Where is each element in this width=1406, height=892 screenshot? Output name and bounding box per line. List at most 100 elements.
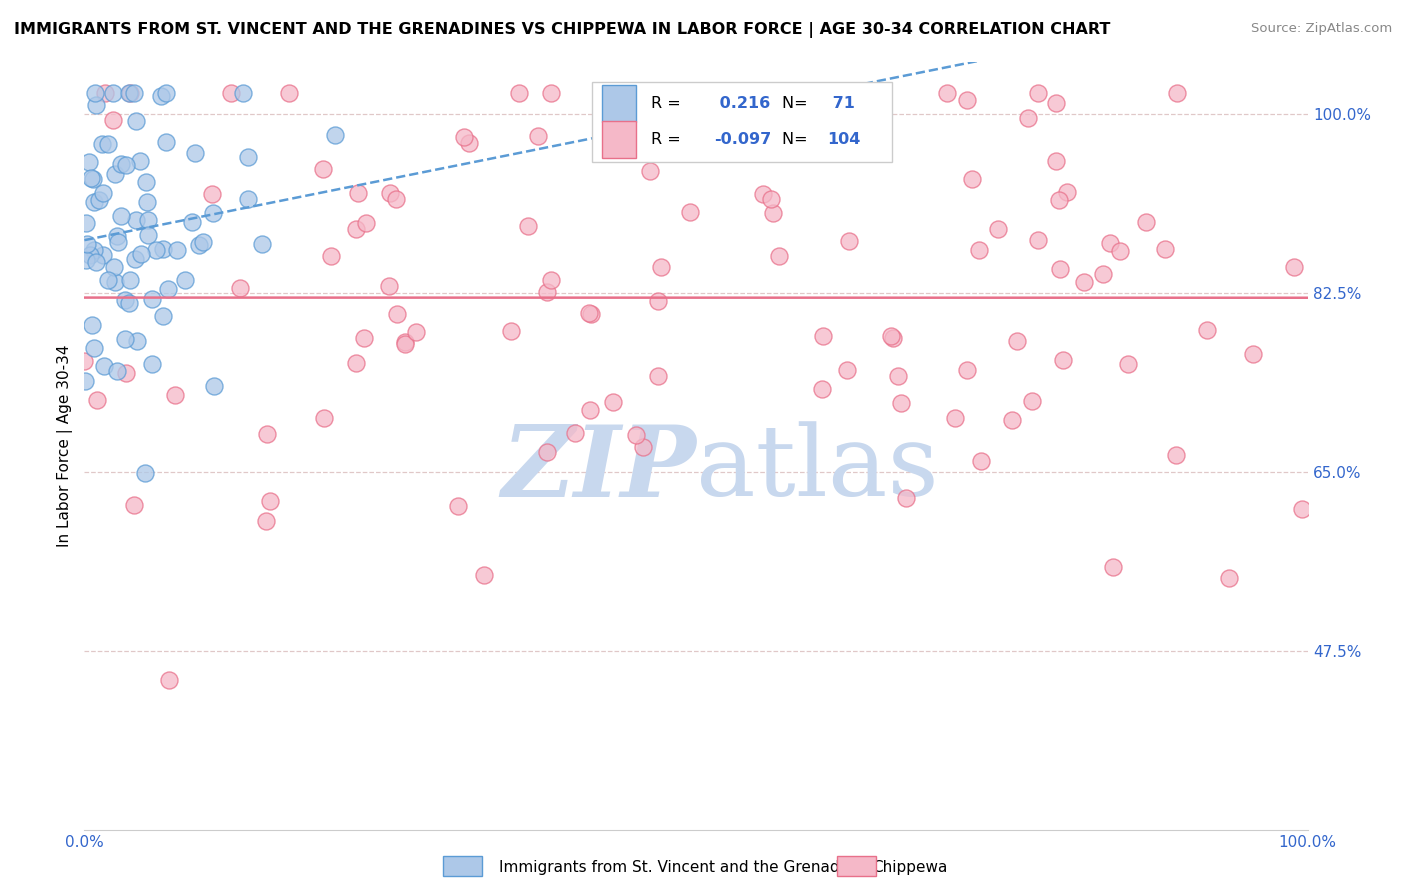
Point xyxy=(110,209,132,223)
Point xyxy=(882,331,904,345)
Point xyxy=(1017,111,1039,125)
Point xyxy=(278,86,301,100)
Point xyxy=(105,364,128,378)
Point xyxy=(1153,242,1175,256)
Point xyxy=(838,234,860,248)
Point xyxy=(82,318,104,333)
Point xyxy=(894,491,917,506)
Point xyxy=(936,86,959,100)
Point xyxy=(447,499,470,513)
Text: N=: N= xyxy=(782,95,813,111)
Point xyxy=(768,249,790,263)
Point xyxy=(1166,448,1188,462)
Point xyxy=(1243,347,1265,361)
Point xyxy=(79,248,101,262)
Text: N=: N= xyxy=(782,132,813,146)
Point xyxy=(970,454,993,468)
Point xyxy=(152,309,174,323)
Point xyxy=(394,334,416,349)
Point xyxy=(647,369,669,384)
Point xyxy=(474,568,496,582)
Point xyxy=(385,192,408,206)
Point xyxy=(508,86,530,100)
Point xyxy=(232,86,254,100)
Text: Chippewa: Chippewa xyxy=(872,860,948,874)
Point xyxy=(960,172,983,186)
Point xyxy=(1045,95,1067,110)
Point xyxy=(880,328,903,343)
Point xyxy=(353,331,375,345)
Point xyxy=(956,363,979,377)
Point xyxy=(312,161,335,176)
Point xyxy=(97,273,120,287)
Point xyxy=(540,86,562,100)
Point xyxy=(107,228,129,243)
Point xyxy=(356,216,378,230)
Point xyxy=(82,172,104,186)
Point xyxy=(103,112,125,127)
Point xyxy=(394,336,416,351)
Point xyxy=(323,128,346,142)
Point xyxy=(1109,244,1132,258)
Point xyxy=(578,306,600,320)
Point xyxy=(118,86,141,100)
Point xyxy=(129,246,152,260)
Point xyxy=(83,86,105,100)
Point xyxy=(149,89,172,103)
Point xyxy=(75,252,97,267)
Bar xyxy=(602,120,636,158)
Point xyxy=(90,136,112,151)
Point xyxy=(405,325,427,339)
Point xyxy=(837,363,859,377)
Point xyxy=(945,410,967,425)
Point xyxy=(155,135,177,149)
Point xyxy=(347,186,370,200)
Point xyxy=(166,243,188,257)
Bar xyxy=(602,85,636,121)
Point xyxy=(93,359,115,373)
Point xyxy=(83,244,105,258)
Point xyxy=(124,252,146,266)
Point xyxy=(174,272,197,286)
Point xyxy=(385,307,408,321)
Text: IMMIGRANTS FROM ST. VINCENT AND THE GRENADINES VS CHIPPEWA IN LABOR FORCE | AGE : IMMIGRANTS FROM ST. VINCENT AND THE GREN… xyxy=(14,22,1111,38)
Point xyxy=(136,194,159,209)
Point xyxy=(1052,353,1074,368)
Point xyxy=(1218,571,1240,585)
Point xyxy=(114,332,136,346)
Point xyxy=(229,281,252,295)
Point xyxy=(165,387,187,401)
Point xyxy=(122,498,145,512)
Point xyxy=(83,342,105,356)
Text: atlas: atlas xyxy=(696,421,939,516)
Point xyxy=(457,136,479,150)
Point xyxy=(80,170,103,185)
Point xyxy=(101,86,124,100)
Point xyxy=(125,114,148,128)
Text: 71: 71 xyxy=(827,95,855,111)
Point xyxy=(761,206,783,220)
Point xyxy=(564,426,586,441)
Point xyxy=(956,93,979,107)
Point xyxy=(114,293,136,308)
Point xyxy=(135,175,157,189)
Point xyxy=(125,334,148,349)
Point xyxy=(259,493,281,508)
Text: Immigrants from St. Vincent and the Grenadines: Immigrants from St. Vincent and the Gren… xyxy=(499,860,872,874)
Point xyxy=(191,235,214,249)
Text: 0.216: 0.216 xyxy=(714,95,770,111)
Point xyxy=(752,187,775,202)
Point xyxy=(83,194,105,209)
Point xyxy=(650,260,672,274)
Point xyxy=(75,216,97,230)
Point xyxy=(118,296,141,310)
Point xyxy=(1005,334,1028,348)
Point xyxy=(219,86,242,100)
Point xyxy=(156,282,179,296)
Point xyxy=(1049,193,1071,207)
Point xyxy=(128,154,150,169)
Point xyxy=(1135,214,1157,228)
Text: ZIP: ZIP xyxy=(501,421,696,517)
Point xyxy=(1284,260,1306,274)
Point xyxy=(254,514,277,528)
